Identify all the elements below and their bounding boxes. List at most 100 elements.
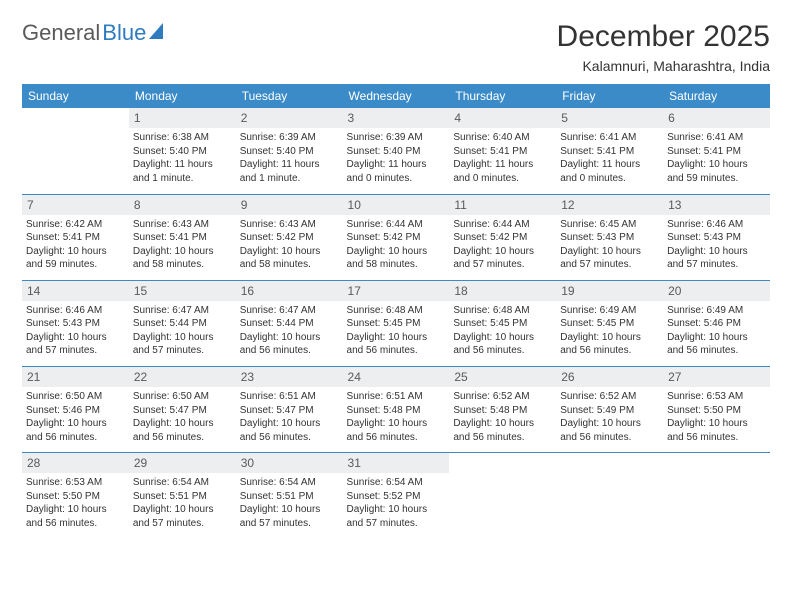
day-info-line: Daylight: 10 hours and 59 minutes. bbox=[667, 158, 766, 185]
day-number: 20 bbox=[663, 281, 770, 301]
day-header: Friday bbox=[556, 84, 663, 108]
logo-triangle-icon bbox=[149, 23, 163, 39]
calendar-day-cell: 11Sunrise: 6:44 AMSunset: 5:42 PMDayligh… bbox=[449, 194, 556, 280]
day-info-line: Sunset: 5:40 PM bbox=[133, 145, 232, 159]
day-info-line: Sunrise: 6:48 AM bbox=[453, 304, 552, 318]
day-info-line: Sunset: 5:41 PM bbox=[26, 231, 125, 245]
day-info-line: Sunset: 5:48 PM bbox=[453, 404, 552, 418]
day-number: 22 bbox=[129, 367, 236, 387]
day-number: 5 bbox=[556, 108, 663, 128]
day-info-line: Sunset: 5:41 PM bbox=[453, 145, 552, 159]
day-number: 14 bbox=[22, 281, 129, 301]
day-number: 2 bbox=[236, 108, 343, 128]
day-number: 13 bbox=[663, 195, 770, 215]
calendar-day-cell: 8Sunrise: 6:43 AMSunset: 5:41 PMDaylight… bbox=[129, 194, 236, 280]
logo-text-1: General bbox=[22, 20, 100, 46]
title-block: December 2025 Kalamnuri, Maharashtra, In… bbox=[557, 20, 770, 74]
day-number: 4 bbox=[449, 108, 556, 128]
day-number: 3 bbox=[343, 108, 450, 128]
day-info-line: Sunrise: 6:45 AM bbox=[560, 218, 659, 232]
day-number: 30 bbox=[236, 453, 343, 473]
logo-text-2: Blue bbox=[102, 20, 146, 46]
day-info-line: Daylight: 10 hours and 57 minutes. bbox=[240, 503, 339, 530]
day-info-line: Sunrise: 6:49 AM bbox=[667, 304, 766, 318]
day-info-line: Sunrise: 6:40 AM bbox=[453, 131, 552, 145]
calendar-day-cell: 4Sunrise: 6:40 AMSunset: 5:41 PMDaylight… bbox=[449, 108, 556, 194]
day-info-line: Sunrise: 6:52 AM bbox=[560, 390, 659, 404]
calendar-day-cell: 21Sunrise: 6:50 AMSunset: 5:46 PMDayligh… bbox=[22, 366, 129, 452]
day-info-line: Sunrise: 6:41 AM bbox=[667, 131, 766, 145]
day-info-line: Sunset: 5:40 PM bbox=[240, 145, 339, 159]
day-info-line: Sunset: 5:45 PM bbox=[560, 317, 659, 331]
day-number: 1 bbox=[129, 108, 236, 128]
calendar-day-cell: 17Sunrise: 6:48 AMSunset: 5:45 PMDayligh… bbox=[343, 280, 450, 366]
day-header: Saturday bbox=[663, 84, 770, 108]
day-info-line: Daylight: 10 hours and 59 minutes. bbox=[26, 245, 125, 272]
day-info-line: Daylight: 10 hours and 56 minutes. bbox=[667, 331, 766, 358]
calendar-day-cell: 13Sunrise: 6:46 AMSunset: 5:43 PMDayligh… bbox=[663, 194, 770, 280]
day-header: Tuesday bbox=[236, 84, 343, 108]
logo: General Blue bbox=[22, 20, 163, 46]
day-info-line: Daylight: 11 hours and 0 minutes. bbox=[347, 158, 446, 185]
day-info-line: Sunset: 5:49 PM bbox=[560, 404, 659, 418]
day-info-line: Daylight: 10 hours and 58 minutes. bbox=[133, 245, 232, 272]
day-number: 15 bbox=[129, 281, 236, 301]
day-info-line: Sunrise: 6:50 AM bbox=[26, 390, 125, 404]
calendar-day-cell: 26Sunrise: 6:52 AMSunset: 5:49 PMDayligh… bbox=[556, 366, 663, 452]
day-info-line: Daylight: 10 hours and 56 minutes. bbox=[240, 331, 339, 358]
day-info-line: Sunrise: 6:48 AM bbox=[347, 304, 446, 318]
day-number: 21 bbox=[22, 367, 129, 387]
calendar-day-cell: 14Sunrise: 6:46 AMSunset: 5:43 PMDayligh… bbox=[22, 280, 129, 366]
day-info-line: Daylight: 10 hours and 56 minutes. bbox=[133, 417, 232, 444]
calendar-day-cell: 31Sunrise: 6:54 AMSunset: 5:52 PMDayligh… bbox=[343, 453, 450, 539]
day-info-line: Sunrise: 6:49 AM bbox=[560, 304, 659, 318]
day-info-line: Sunrise: 6:46 AM bbox=[667, 218, 766, 232]
day-info-line: Daylight: 10 hours and 57 minutes. bbox=[347, 503, 446, 530]
day-number: 25 bbox=[449, 367, 556, 387]
day-info-line: Sunrise: 6:54 AM bbox=[347, 476, 446, 490]
day-info-line: Daylight: 10 hours and 56 minutes. bbox=[347, 417, 446, 444]
day-info-line: Sunrise: 6:53 AM bbox=[26, 476, 125, 490]
day-info-line: Sunset: 5:43 PM bbox=[560, 231, 659, 245]
calendar-day-cell: 25 Sunrise: 6:52 AMSunset: 5:48 PMDayligh… bbox=[449, 366, 556, 452]
day-info-line: Sunset: 5:47 PM bbox=[133, 404, 232, 418]
day-info-line: Sunset: 5:41 PM bbox=[133, 231, 232, 245]
day-info-line: Sunrise: 6:43 AM bbox=[240, 218, 339, 232]
day-number: 17 bbox=[343, 281, 450, 301]
day-info-line: Sunrise: 6:39 AM bbox=[347, 131, 446, 145]
calendar-day-cell: 12Sunrise: 6:45 AMSunset: 5:43 PMDayligh… bbox=[556, 194, 663, 280]
day-info-line: Daylight: 10 hours and 57 minutes. bbox=[133, 331, 232, 358]
day-header: Monday bbox=[129, 84, 236, 108]
day-info-line: Daylight: 10 hours and 56 minutes. bbox=[347, 331, 446, 358]
day-info-line: Sunrise: 6:52 AM bbox=[453, 390, 552, 404]
day-info-line: Sunset: 5:42 PM bbox=[453, 231, 552, 245]
calendar-day-cell: 1Sunrise: 6:38 AMSunset: 5:40 PMDaylight… bbox=[129, 108, 236, 194]
day-info-line: Sunset: 5:40 PM bbox=[347, 145, 446, 159]
calendar-day-cell: 30Sunrise: 6:54 AMSunset: 5:51 PMDayligh… bbox=[236, 453, 343, 539]
day-info-line: Sunrise: 6:46 AM bbox=[26, 304, 125, 318]
day-info-line: Sunrise: 6:42 AM bbox=[26, 218, 125, 232]
calendar-table: Sunday Monday Tuesday Wednesday Thursday… bbox=[22, 84, 770, 539]
calendar-day-cell: 7Sunrise: 6:42 AMSunset: 5:41 PMDaylight… bbox=[22, 194, 129, 280]
day-info-line: Sunset: 5:48 PM bbox=[347, 404, 446, 418]
day-info-line: Daylight: 10 hours and 57 minutes. bbox=[26, 331, 125, 358]
day-info-line: Daylight: 10 hours and 57 minutes. bbox=[453, 245, 552, 272]
day-header: Sunday bbox=[22, 84, 129, 108]
calendar-week-row: 1Sunrise: 6:38 AMSunset: 5:40 PMDaylight… bbox=[22, 108, 770, 194]
day-info-line: Sunrise: 6:47 AM bbox=[240, 304, 339, 318]
day-info-line: Sunset: 5:51 PM bbox=[133, 490, 232, 504]
calendar-day-cell: 27Sunrise: 6:53 AMSunset: 5:50 PMDayligh… bbox=[663, 366, 770, 452]
day-number: 24 bbox=[343, 367, 450, 387]
day-info-line: Sunset: 5:44 PM bbox=[133, 317, 232, 331]
day-info-line: Daylight: 11 hours and 0 minutes. bbox=[560, 158, 659, 185]
day-header: Thursday bbox=[449, 84, 556, 108]
day-info-line: Sunset: 5:41 PM bbox=[560, 145, 659, 159]
day-info-line: Sunset: 5:47 PM bbox=[240, 404, 339, 418]
calendar-day-cell: 6Sunrise: 6:41 AMSunset: 5:41 PMDaylight… bbox=[663, 108, 770, 194]
calendar-day-cell bbox=[556, 453, 663, 539]
day-number: 16 bbox=[236, 281, 343, 301]
day-info-line: Sunrise: 6:54 AM bbox=[133, 476, 232, 490]
calendar-day-cell: 16Sunrise: 6:47 AMSunset: 5:44 PMDayligh… bbox=[236, 280, 343, 366]
day-info-line: Daylight: 10 hours and 56 minutes. bbox=[453, 417, 552, 444]
day-info-line: Sunrise: 6:44 AM bbox=[453, 218, 552, 232]
